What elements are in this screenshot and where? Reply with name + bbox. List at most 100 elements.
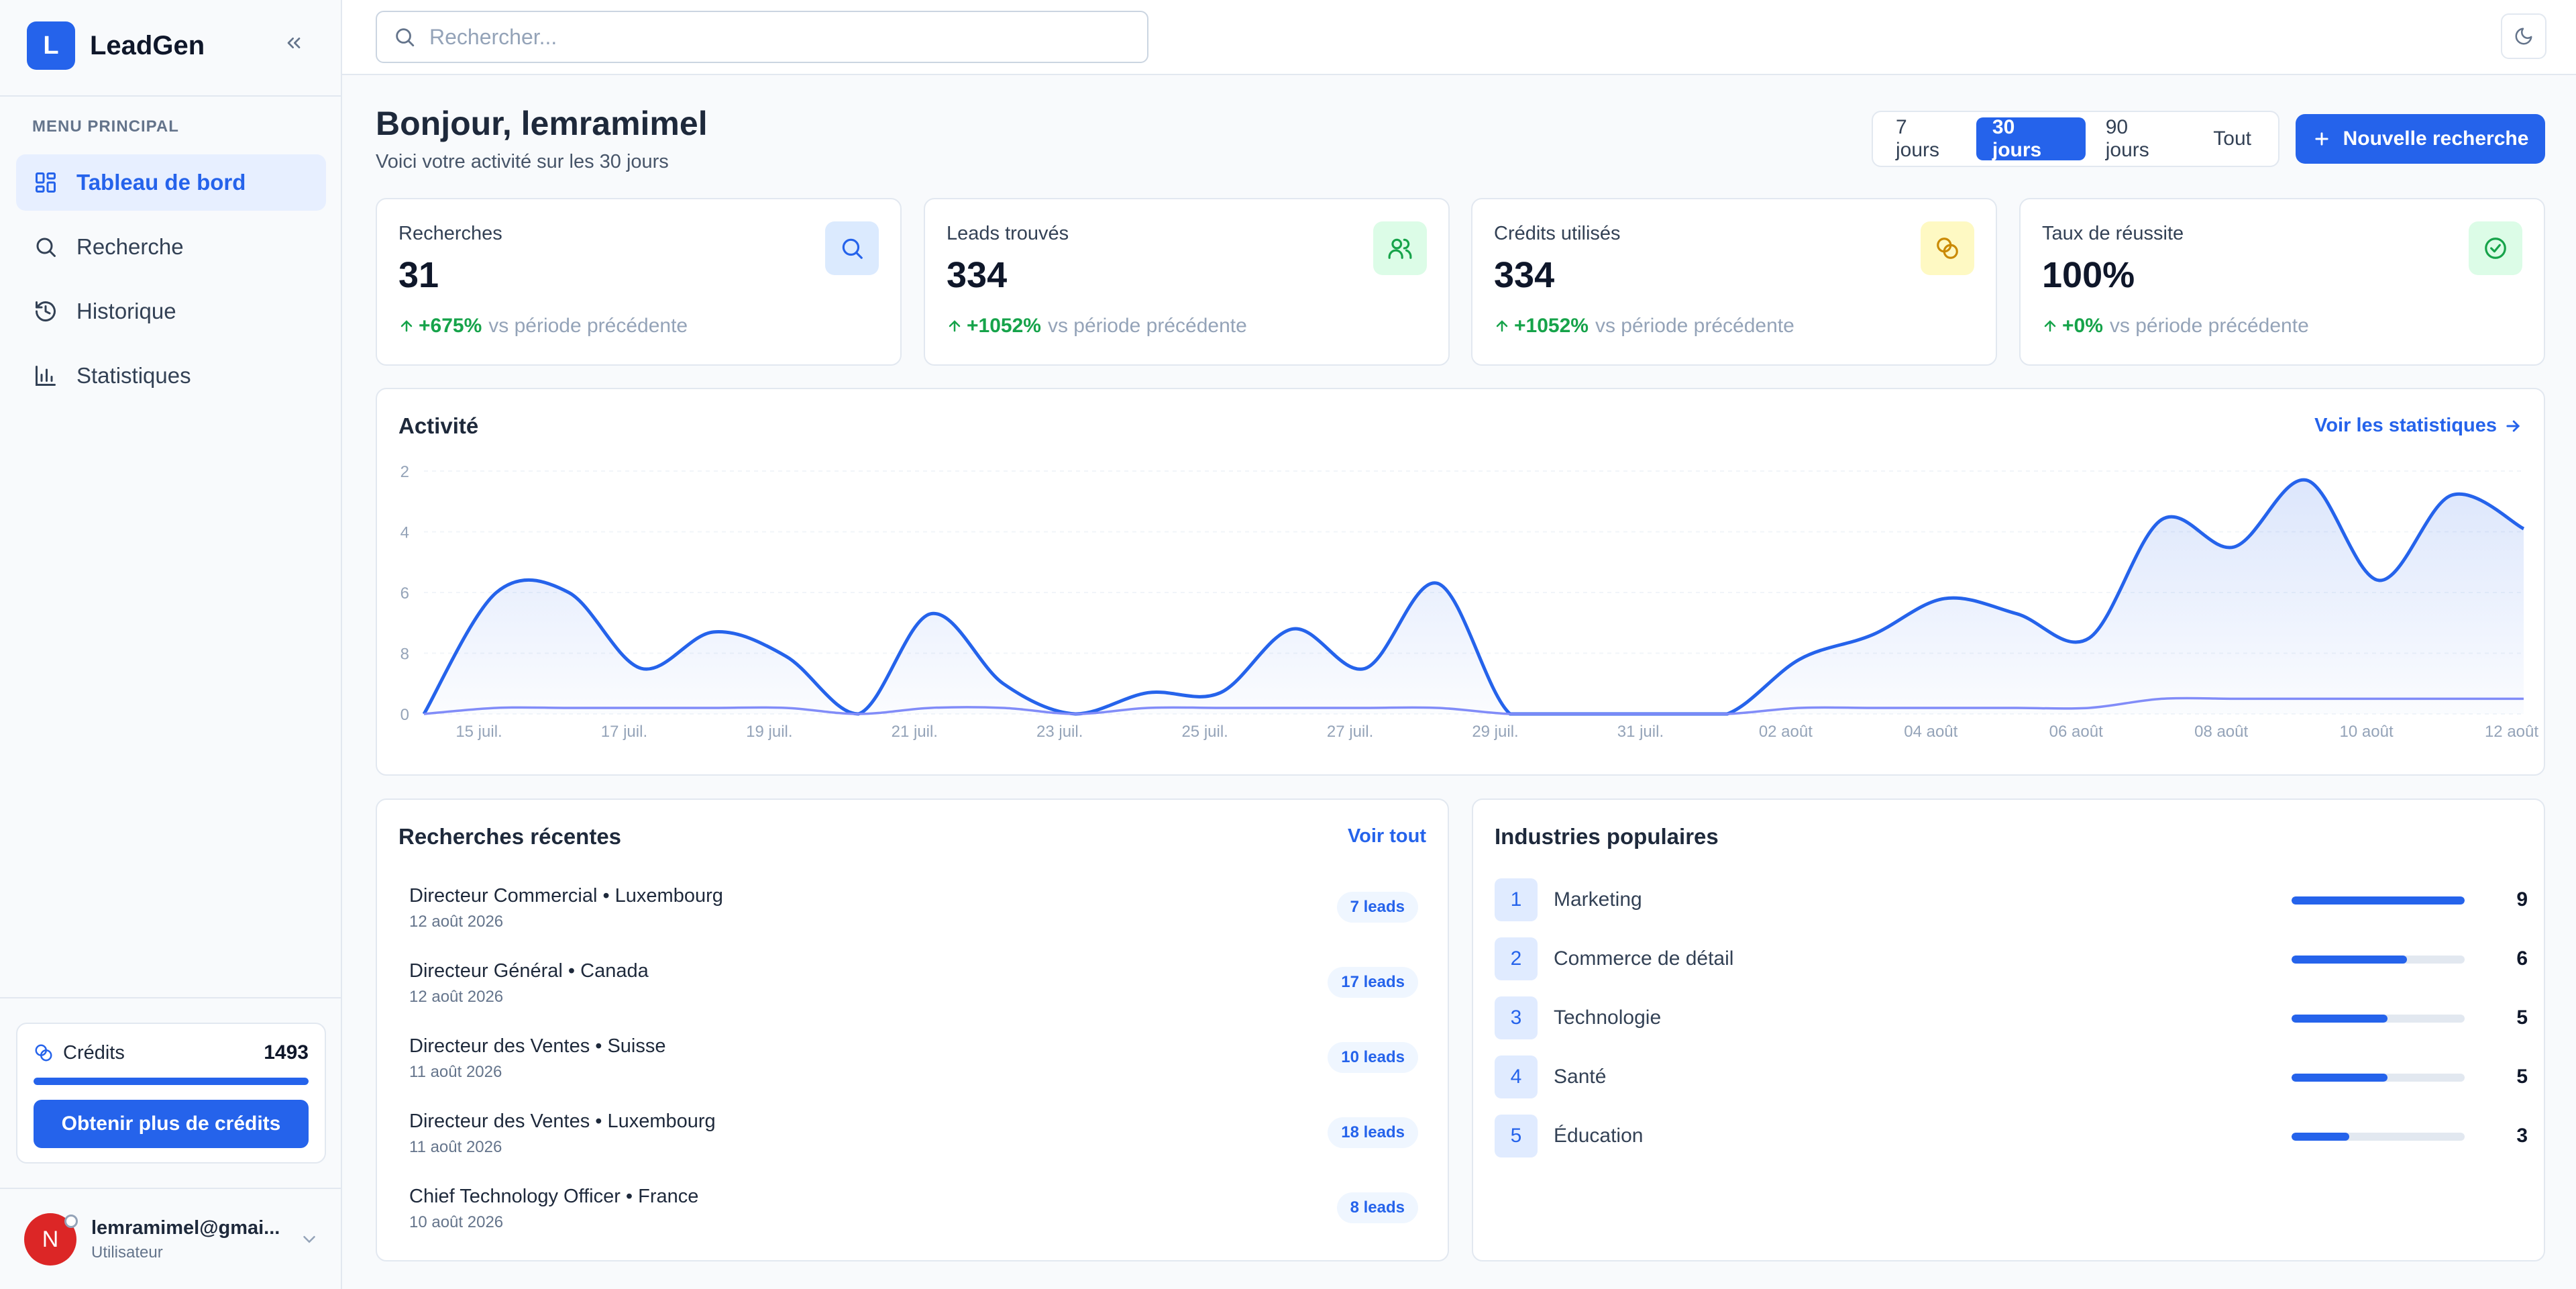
stat-change: +675% vs période précédente bbox=[398, 315, 688, 338]
list-item[interactable]: Directeur Général • Canada 12 août 2026 … bbox=[393, 947, 1433, 1022]
leads-badge: 17 leads bbox=[1328, 967, 1418, 998]
theme-toggle-button[interactable] bbox=[2501, 13, 2546, 59]
industry-name: Santé bbox=[1554, 1066, 1607, 1088]
industry-name: Commerce de détail bbox=[1554, 947, 1734, 970]
stat-icon-container bbox=[2469, 221, 2522, 275]
user-menu[interactable]: N lemramimel@gmai... Utilisateur bbox=[24, 1211, 319, 1268]
x-tick-label: 27 juil. bbox=[1327, 723, 1373, 741]
plus-icon bbox=[2314, 132, 2328, 146]
stat-label: Leads trouvés bbox=[947, 223, 1069, 244]
get-more-credits-button[interactable]: Obtenir plus de crédits bbox=[34, 1100, 309, 1148]
x-tick-label: 04 août bbox=[1904, 723, 1957, 741]
sidebar: L LeadGen MENU PRINCIPAL Tableau de bord… bbox=[0, 0, 342, 1289]
avatar: N bbox=[24, 1213, 78, 1266]
collapse-sidebar-button[interactable] bbox=[280, 30, 307, 56]
view-statistics-link[interactable]: Voir les statistiques bbox=[2314, 415, 2522, 437]
stat-value: 100% bbox=[2042, 255, 2135, 295]
arrow-up-icon bbox=[2044, 320, 2056, 332]
list-item[interactable]: Directeur Commercial • Luxembourg 12 aoû… bbox=[393, 872, 1433, 947]
page-subtitle: Voici votre activité sur les 30 jours bbox=[376, 151, 669, 172]
list-item[interactable]: Directeur des Ventes • Luxembourg 11 aoû… bbox=[393, 1097, 1433, 1172]
recent-search-date: 11 août 2026 bbox=[409, 1138, 502, 1156]
x-tick-label: 21 juil. bbox=[892, 723, 938, 741]
credits-progress-fill bbox=[34, 1078, 309, 1085]
x-tick-label: 08 août bbox=[2194, 723, 2248, 741]
recent-search-date: 12 août 2026 bbox=[409, 988, 504, 1006]
status-indicator bbox=[64, 1215, 78, 1228]
sidebar-item-dashboard[interactable]: Tableau de bord bbox=[16, 154, 326, 211]
sidebar-divider bbox=[0, 1188, 341, 1189]
activity-card: 2 4 6 8 0 15 juil. 17 juil. 19 juil. 21 juil. 23 … bbox=[376, 388, 2545, 776]
stat-icon-container bbox=[1373, 221, 1427, 275]
sidebar-item-history[interactable]: Historique bbox=[16, 283, 326, 340]
brand-logo: L bbox=[27, 21, 75, 70]
recent-searches-list: Directeur Commercial • Luxembourg 12 aoû… bbox=[393, 872, 1433, 1247]
stat-icon-container bbox=[825, 221, 879, 275]
x-tick-label: 06 août bbox=[2049, 723, 2103, 741]
list-item[interactable]: Directeur des Ventes • Suisse 11 août 20… bbox=[393, 1022, 1433, 1097]
stat-label: Recherches bbox=[398, 223, 502, 244]
sidebar-item-label: Recherche bbox=[76, 234, 184, 259]
period-all[interactable]: Tout bbox=[2213, 127, 2252, 150]
industry-bar-fill bbox=[2292, 896, 2465, 905]
credits-value: 1493 bbox=[264, 1041, 309, 1064]
activity-chart: 2 4 6 8 0 15 juil. 17 juil. 19 juil. 21 juil. 23 … bbox=[400, 463, 2539, 741]
x-tick-label: 31 juil. bbox=[1617, 723, 1664, 741]
arrow-up-icon bbox=[949, 320, 961, 332]
rank-badge: 2 bbox=[1495, 937, 1538, 980]
bar-chart-icon bbox=[36, 366, 56, 386]
dashboard-icon bbox=[36, 172, 56, 193]
list-item[interactable]: Chief Technology Officer • France 10 aoû… bbox=[393, 1172, 1433, 1247]
stat-value: 31 bbox=[398, 255, 439, 295]
recent-search-title: Directeur des Ventes • Suisse bbox=[409, 1035, 666, 1057]
period-30-days[interactable]: 30 jours bbox=[1976, 116, 2086, 161]
coins-icon bbox=[35, 1044, 52, 1062]
series-line bbox=[422, 478, 2525, 716]
recent-search-date: 10 août 2026 bbox=[409, 1213, 504, 1231]
x-tick-label: 17 juil. bbox=[601, 723, 647, 741]
industry-row: 2 Commerce de détail 6 bbox=[1495, 929, 2528, 988]
activity-title: Activité bbox=[398, 413, 479, 438]
search-input[interactable] bbox=[429, 24, 1100, 50]
arrow-right-icon bbox=[2506, 420, 2520, 431]
stat-change: +1052% vs période précédente bbox=[947, 315, 1247, 338]
sidebar-item-search[interactable]: Recherche bbox=[16, 219, 326, 275]
leads-badge: 10 leads bbox=[1328, 1042, 1418, 1073]
x-tick-label: 23 juil. bbox=[1036, 723, 1083, 741]
y-tick-label: 6 bbox=[400, 584, 409, 603]
page-title: Bonjour, lemramimel bbox=[376, 105, 708, 142]
coins-icon bbox=[1937, 238, 1958, 259]
search-box[interactable] bbox=[376, 11, 1148, 63]
y-tick-label: 0 bbox=[400, 706, 409, 724]
stat-value: 334 bbox=[1494, 255, 1555, 295]
brand-name: LeadGen bbox=[90, 30, 205, 60]
industry-row: 3 Technologie 5 bbox=[1495, 988, 2528, 1047]
y-tick-label: 8 bbox=[400, 646, 409, 664]
leads-badge: 7 leads bbox=[1336, 892, 1418, 923]
arrow-up-icon bbox=[400, 320, 413, 332]
period-7-days[interactable]: 7 jours bbox=[1896, 116, 1940, 161]
x-tick-label: 10 août bbox=[2340, 723, 2394, 741]
popular-industries-card: Industries populaires 1 Marketing 9 2 Co… bbox=[1472, 798, 2545, 1261]
brand[interactable]: L LeadGen bbox=[27, 21, 205, 70]
recent-searches-card: Recherches récentes Voir tout Directeur … bbox=[376, 798, 1449, 1261]
search-icon bbox=[842, 238, 863, 259]
new-search-button[interactable]: Nouvelle recherche bbox=[2296, 114, 2545, 164]
stat-icon-container bbox=[1921, 221, 1974, 275]
chevron-down-icon bbox=[303, 1236, 315, 1243]
industry-bar bbox=[2292, 1074, 2465, 1082]
stat-change: +0% vs période précédente bbox=[2042, 315, 2309, 338]
chevrons-left-icon bbox=[287, 37, 301, 48]
sidebar-divider bbox=[0, 997, 341, 998]
sidebar-item-statistics[interactable]: Statistiques bbox=[16, 348, 326, 404]
period-selector: 7 jours 30 jours 90 jours Tout bbox=[1872, 111, 2279, 167]
stat-label: Taux de réussite bbox=[2042, 223, 2184, 244]
recent-searches-title: Recherches récentes bbox=[398, 824, 622, 849]
period-90-days[interactable]: 90 jours bbox=[2105, 116, 2149, 161]
stat-change: +1052% vs période précédente bbox=[1494, 315, 1794, 338]
sidebar-item-label: Statistiques bbox=[76, 363, 191, 388]
industry-row: 5 Éducation 3 bbox=[1495, 1106, 2528, 1166]
history-icon bbox=[36, 301, 56, 322]
industry-count: 5 bbox=[2516, 1007, 2528, 1029]
view-all-link[interactable]: Voir tout bbox=[1347, 825, 1426, 847]
